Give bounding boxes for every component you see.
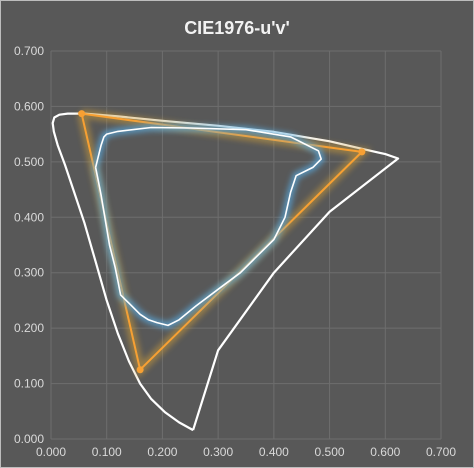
y-tick-label: 0.200 [14,321,44,335]
gamut-vertex-point [78,110,86,118]
y-tick-label: 0.400 [14,210,44,224]
x-tick-label: 0.300 [203,445,233,459]
gamut-vertex-point [358,148,366,156]
x-tick-label: 0.600 [370,445,400,459]
y-tick-label: 0.100 [14,377,44,391]
x-tick-label: 0.200 [147,445,177,459]
gamut-vertex-point [136,366,144,374]
spectral-locus-line [51,112,400,432]
x-tick-label: 0.500 [315,445,345,459]
y-tick-label: 0.600 [14,99,44,113]
chart-title: CIE1976-u'v' [184,18,290,38]
y-tick-label: 0.000 [14,432,44,446]
y-tick-label: 0.300 [14,266,44,280]
x-tick-label: 0.400 [259,445,289,459]
x-tick-label: 0.700 [426,445,456,459]
measured-gamut-line [94,126,323,327]
y-tick-label: 0.500 [14,155,44,169]
x-tick-label: 0.000 [36,445,66,459]
x-tick-label: 0.100 [92,445,122,459]
series-layer [51,109,400,432]
y-tick-label: 0.700 [14,44,44,58]
axis-labels: 0.000 0.100 0.200 0.300 0.400 0.500 0.600 0.700… [14,44,456,459]
